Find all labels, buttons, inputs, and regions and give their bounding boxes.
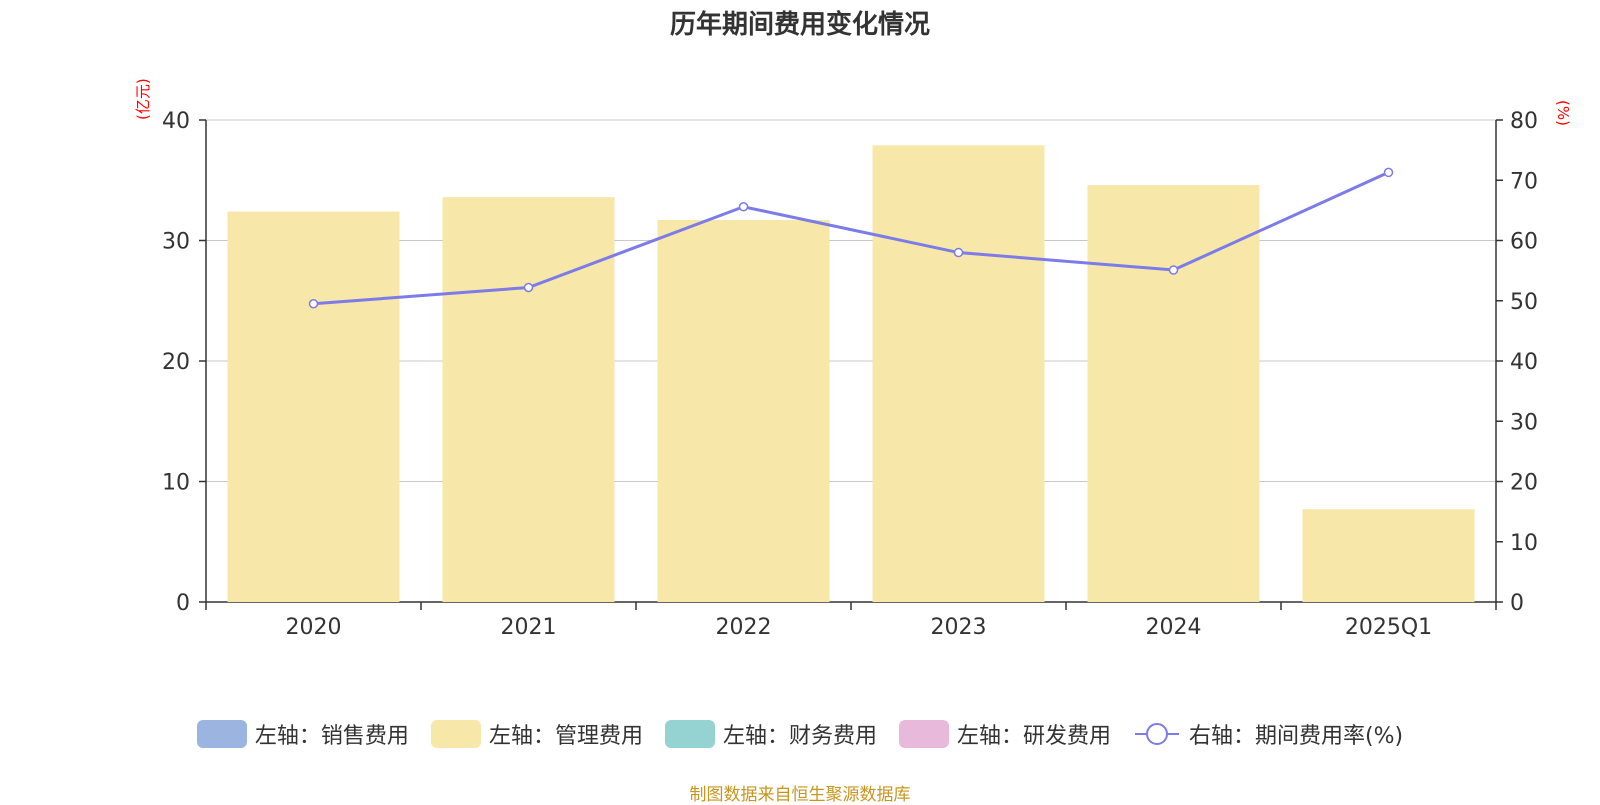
bar bbox=[1302, 509, 1475, 602]
x-tick-label: 2020 bbox=[286, 615, 342, 640]
data-source-note: 制图数据来自恒生聚源数据库 bbox=[689, 785, 911, 805]
legend-label-admin: 左轴：管理费用 bbox=[488, 724, 643, 749]
legend-item-finance[interactable]: 左轴：财务费用 bbox=[664, 718, 877, 750]
rate-point bbox=[308, 299, 319, 309]
x-tick-label: 2025Q1 bbox=[1345, 615, 1432, 640]
right-tick-label: 70 bbox=[1510, 169, 1538, 194]
bar bbox=[657, 220, 830, 602]
rate-point bbox=[738, 202, 749, 212]
legend-label-rd: 左轴：研发费用 bbox=[956, 724, 1111, 749]
left-tick-label: 20 bbox=[162, 350, 190, 375]
rate-point bbox=[1168, 265, 1179, 275]
legend-swatch-sales bbox=[196, 720, 247, 748]
right-tick-label: 30 bbox=[1510, 410, 1538, 435]
bar bbox=[442, 197, 615, 602]
legend-item-rate[interactable]: 右轴：期间费用率(%) bbox=[1133, 718, 1403, 750]
bar bbox=[1087, 185, 1260, 602]
legend-line-marker-icon bbox=[1134, 723, 1179, 745]
left-tick-label: 0 bbox=[176, 591, 190, 616]
right-tick-label: 20 bbox=[1510, 471, 1538, 496]
legend-item-admin[interactable]: 左轴：管理费用 bbox=[430, 718, 643, 750]
legend-label-rate: 右轴：期间费用率(%) bbox=[1188, 724, 1404, 749]
rate-point bbox=[953, 247, 964, 258]
left-tick-label: 40 bbox=[162, 109, 190, 134]
legend-label-sales: 左轴：销售费用 bbox=[254, 724, 409, 749]
rate-point bbox=[1383, 167, 1394, 178]
rate-point bbox=[523, 282, 534, 293]
x-tick-label: 2021 bbox=[501, 615, 557, 640]
left-tick-label: 30 bbox=[162, 230, 190, 255]
bar bbox=[872, 145, 1045, 602]
x-tick-label: 2022 bbox=[716, 615, 772, 640]
legend-swatch-rd bbox=[898, 720, 949, 748]
right-tick-label: 60 bbox=[1510, 230, 1538, 255]
legend-swatch-finance bbox=[664, 720, 715, 748]
right-tick-label: 50 bbox=[1510, 290, 1538, 315]
legend-label-finance: 左轴：财务费用 bbox=[722, 724, 877, 749]
right-tick-label: 0 bbox=[1510, 591, 1524, 616]
legend-swatch-admin bbox=[430, 720, 481, 748]
left-tick-label: 10 bbox=[162, 471, 190, 496]
legend-item-sales[interactable]: 左轴：销售费用 bbox=[196, 718, 409, 750]
legend: 左轴：销售费用 左轴：管理费用 左轴：财务费用 左轴：研发费用 右轴：期间费用率… bbox=[0, 718, 1600, 750]
x-tick-label: 2024 bbox=[1146, 615, 1202, 640]
bar bbox=[227, 211, 400, 602]
x-tick-label: 2023 bbox=[931, 615, 987, 640]
legend-item-rd[interactable]: 左轴：研发费用 bbox=[898, 718, 1111, 750]
right-tick-label: 80 bbox=[1510, 109, 1538, 134]
chart-title: 历年期间费用变化情况 bbox=[669, 10, 930, 40]
right-tick-label: 10 bbox=[1510, 531, 1538, 556]
right-tick-label: 40 bbox=[1510, 350, 1538, 375]
rate-line bbox=[313, 171, 1390, 306]
